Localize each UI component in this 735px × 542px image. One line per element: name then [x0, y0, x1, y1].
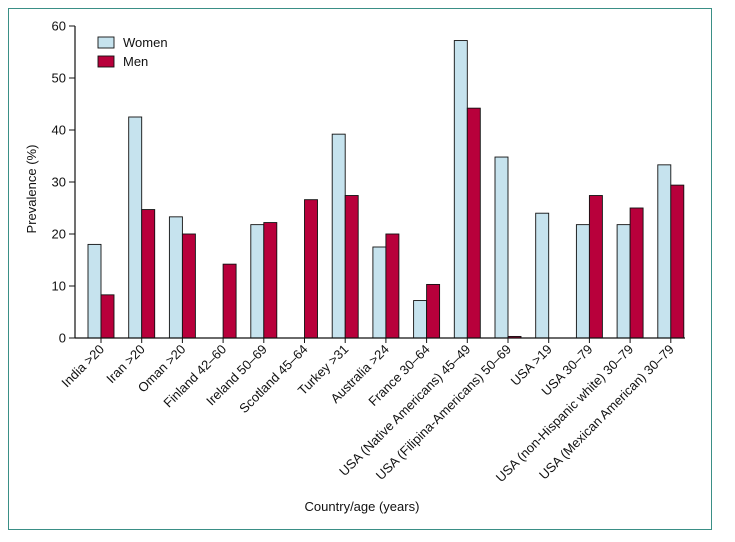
- bar-men-6: [344, 195, 359, 339]
- bar-women-10: [494, 156, 509, 339]
- bar-men-4: [263, 222, 278, 339]
- bar-women-12: [575, 224, 590, 339]
- y-axis-title: Prevalence (%): [24, 145, 39, 234]
- legend-swatch-men: [97, 55, 115, 68]
- legend-label-women: Women: [123, 35, 168, 50]
- y-tick-label: 40: [52, 123, 66, 138]
- bar-women-13: [616, 224, 631, 339]
- x-tick-label: India >20: [58, 342, 107, 391]
- bar-men-2: [181, 233, 196, 339]
- legend-label-men: Men: [123, 54, 148, 69]
- y-tick-label: 20: [52, 227, 66, 242]
- bar-women-2: [168, 216, 183, 339]
- figure-frame: [8, 8, 712, 530]
- y-tick-label: 0: [59, 331, 66, 346]
- legend: Women Men: [97, 35, 168, 69]
- bar-women-6: [331, 133, 346, 339]
- bar-women-4: [250, 224, 265, 339]
- bar-men-0: [100, 294, 115, 339]
- bar-men-12: [588, 195, 603, 339]
- bar-women-8: [413, 300, 428, 339]
- bar-men-1: [141, 209, 156, 339]
- bar-men-13: [629, 207, 644, 339]
- bar-men-8: [426, 283, 441, 339]
- y-ticks-group: 0 10 20 30 40 50 60: [52, 19, 75, 346]
- bar-women-0: [87, 243, 102, 339]
- bar-men-9: [466, 107, 481, 339]
- bar-women-11: [535, 212, 550, 339]
- x-axis-title: Country/age (years): [305, 499, 420, 514]
- bar-men-14: [670, 184, 685, 339]
- bar-men-7: [385, 233, 400, 339]
- bar-women-1: [128, 116, 143, 339]
- y-tick-label: 50: [52, 71, 66, 86]
- bars-group: [87, 40, 685, 339]
- bar-women-9: [453, 40, 468, 339]
- bar-men-3: [222, 263, 237, 339]
- y-tick-label: 60: [52, 19, 66, 34]
- bar-women-7: [372, 246, 387, 339]
- bar-men-5: [304, 199, 318, 339]
- y-tick-label: 10: [52, 279, 66, 294]
- legend-swatch-women: [97, 36, 115, 49]
- bar-women-14: [657, 164, 672, 339]
- y-tick-label: 30: [52, 175, 66, 190]
